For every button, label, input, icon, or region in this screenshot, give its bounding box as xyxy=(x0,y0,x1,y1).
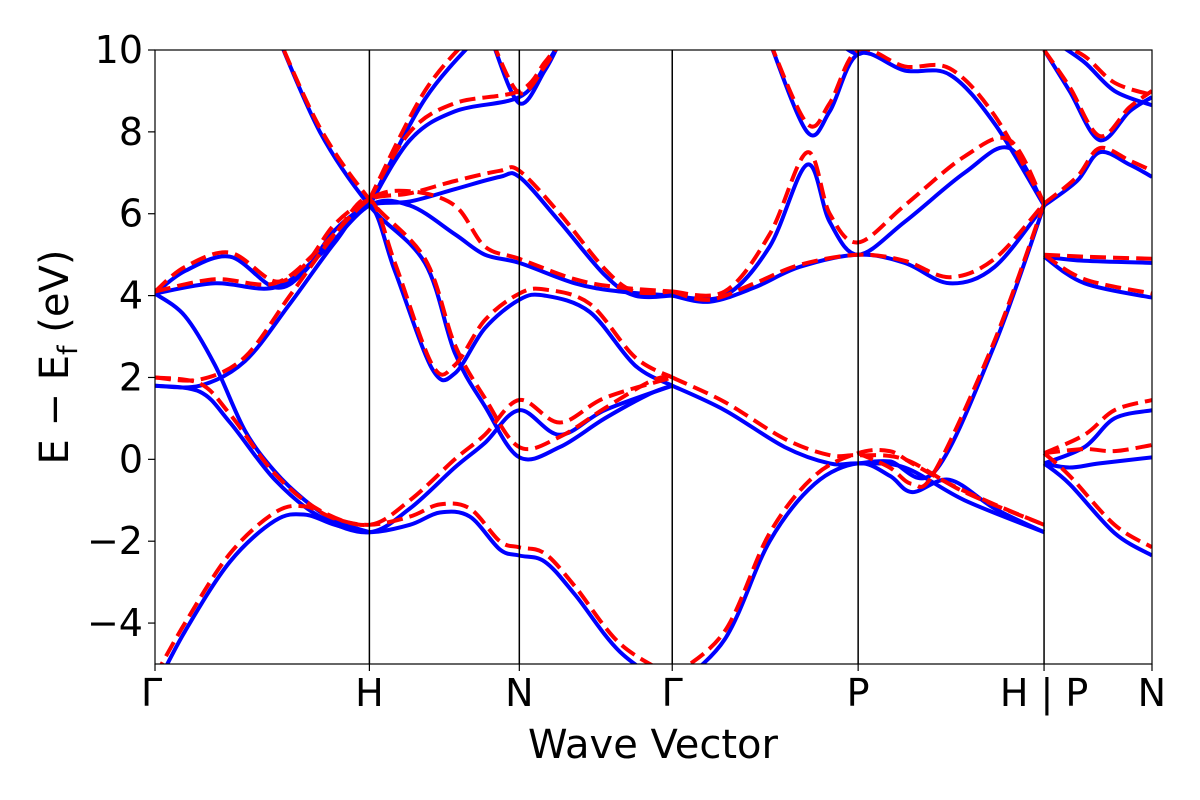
red-dashed-band-13 xyxy=(672,135,1046,298)
y-tick-label-3: 4 xyxy=(119,274,143,318)
red-dashed-band-8 xyxy=(493,50,558,96)
blue-solid-band-9 xyxy=(493,50,559,106)
blue-solid-band-12 xyxy=(857,204,1046,481)
red-dashed-band-18 xyxy=(1044,252,1152,261)
bands-layer xyxy=(155,50,1152,664)
red-dashed-band-22 xyxy=(1068,50,1152,97)
x-tick-label-0: Γ xyxy=(141,671,162,715)
blue-solid-band-4 xyxy=(155,291,371,535)
y-axis-title-unit: (eV) xyxy=(32,250,78,346)
x-tick-label-3: Γ xyxy=(662,671,683,715)
red-dashed-band-19 xyxy=(1043,252,1152,296)
red-dashed-band-14 xyxy=(770,50,1046,205)
blue-solid-band-17 xyxy=(1043,455,1152,470)
red-dashed-band-15 xyxy=(1043,443,1152,456)
y-axis-title-sub: f xyxy=(53,344,84,355)
red-dashed-band-4 xyxy=(155,188,673,294)
blue-solid-band-8 xyxy=(367,50,469,207)
red-dashed-band-3 xyxy=(155,165,673,296)
y-tick-label-0: 10 xyxy=(95,28,143,72)
y-axis: 10 8 6 4 2 0 −2 −4 xyxy=(87,28,155,645)
x-tick-label-5: H | P xyxy=(1000,671,1088,716)
blue-solid-band-6 xyxy=(281,50,673,462)
red-dashed-band-11 xyxy=(857,202,1046,489)
y-tick-label-6: −2 xyxy=(87,519,143,563)
x-axis-title: Wave Vector xyxy=(528,722,779,768)
blue-solid-band-23 xyxy=(1042,50,1152,143)
y-axis-title-main: E − E xyxy=(32,355,78,465)
x-axis: Γ H N Γ P H | P N xyxy=(141,664,1166,716)
x-tick-label-1: H xyxy=(355,671,384,715)
y-tick-label-4: 2 xyxy=(119,355,143,399)
blue-solid-band-2 xyxy=(155,203,674,390)
y-tick-label-7: −4 xyxy=(87,601,143,645)
y-tick-label-5: 0 xyxy=(119,437,143,481)
red-dashed-band-1 xyxy=(155,375,673,528)
y-tick-label-1: 8 xyxy=(119,110,143,154)
red-dashed-band-17 xyxy=(1043,398,1152,456)
blue-solid-band-19 xyxy=(1043,408,1152,466)
blue-solid-band-20 xyxy=(1043,254,1152,265)
blue-solid-band-15 xyxy=(770,50,1046,207)
y-tick-label-2: 6 xyxy=(119,192,143,236)
y-axis-title: E − Ef (eV) xyxy=(32,250,84,465)
red-dashed-band-20 xyxy=(1042,145,1152,206)
x-tick-label-6: N xyxy=(1138,671,1166,715)
plot-frame xyxy=(154,49,1153,665)
red-dashed-band-6 xyxy=(367,50,557,201)
red-dashed-band-16 xyxy=(1042,451,1152,550)
red-dashed-band-0 xyxy=(159,501,654,664)
red-dashed-band-21 xyxy=(1042,50,1152,139)
blue-solid-band-21 xyxy=(1042,255,1152,300)
blue-solid-band-0 xyxy=(165,509,639,664)
x-tick-label-2: N xyxy=(505,671,533,715)
blue-solid-band-3 xyxy=(155,171,673,300)
red-dashed-band-2 xyxy=(155,196,674,383)
kpoint-lines xyxy=(368,50,1045,664)
blue-solid-band-22 xyxy=(1042,149,1152,208)
red-dashed-band-7 xyxy=(367,50,461,201)
blue-solid-band-14 xyxy=(672,145,1046,302)
blue-solid-band-18 xyxy=(1042,461,1152,558)
blue-solid-band-5 xyxy=(155,198,673,298)
red-dashed-band-5 xyxy=(281,50,673,452)
x-tick-label-4: P xyxy=(847,671,870,715)
red-dashed-band-10 xyxy=(686,447,1045,664)
